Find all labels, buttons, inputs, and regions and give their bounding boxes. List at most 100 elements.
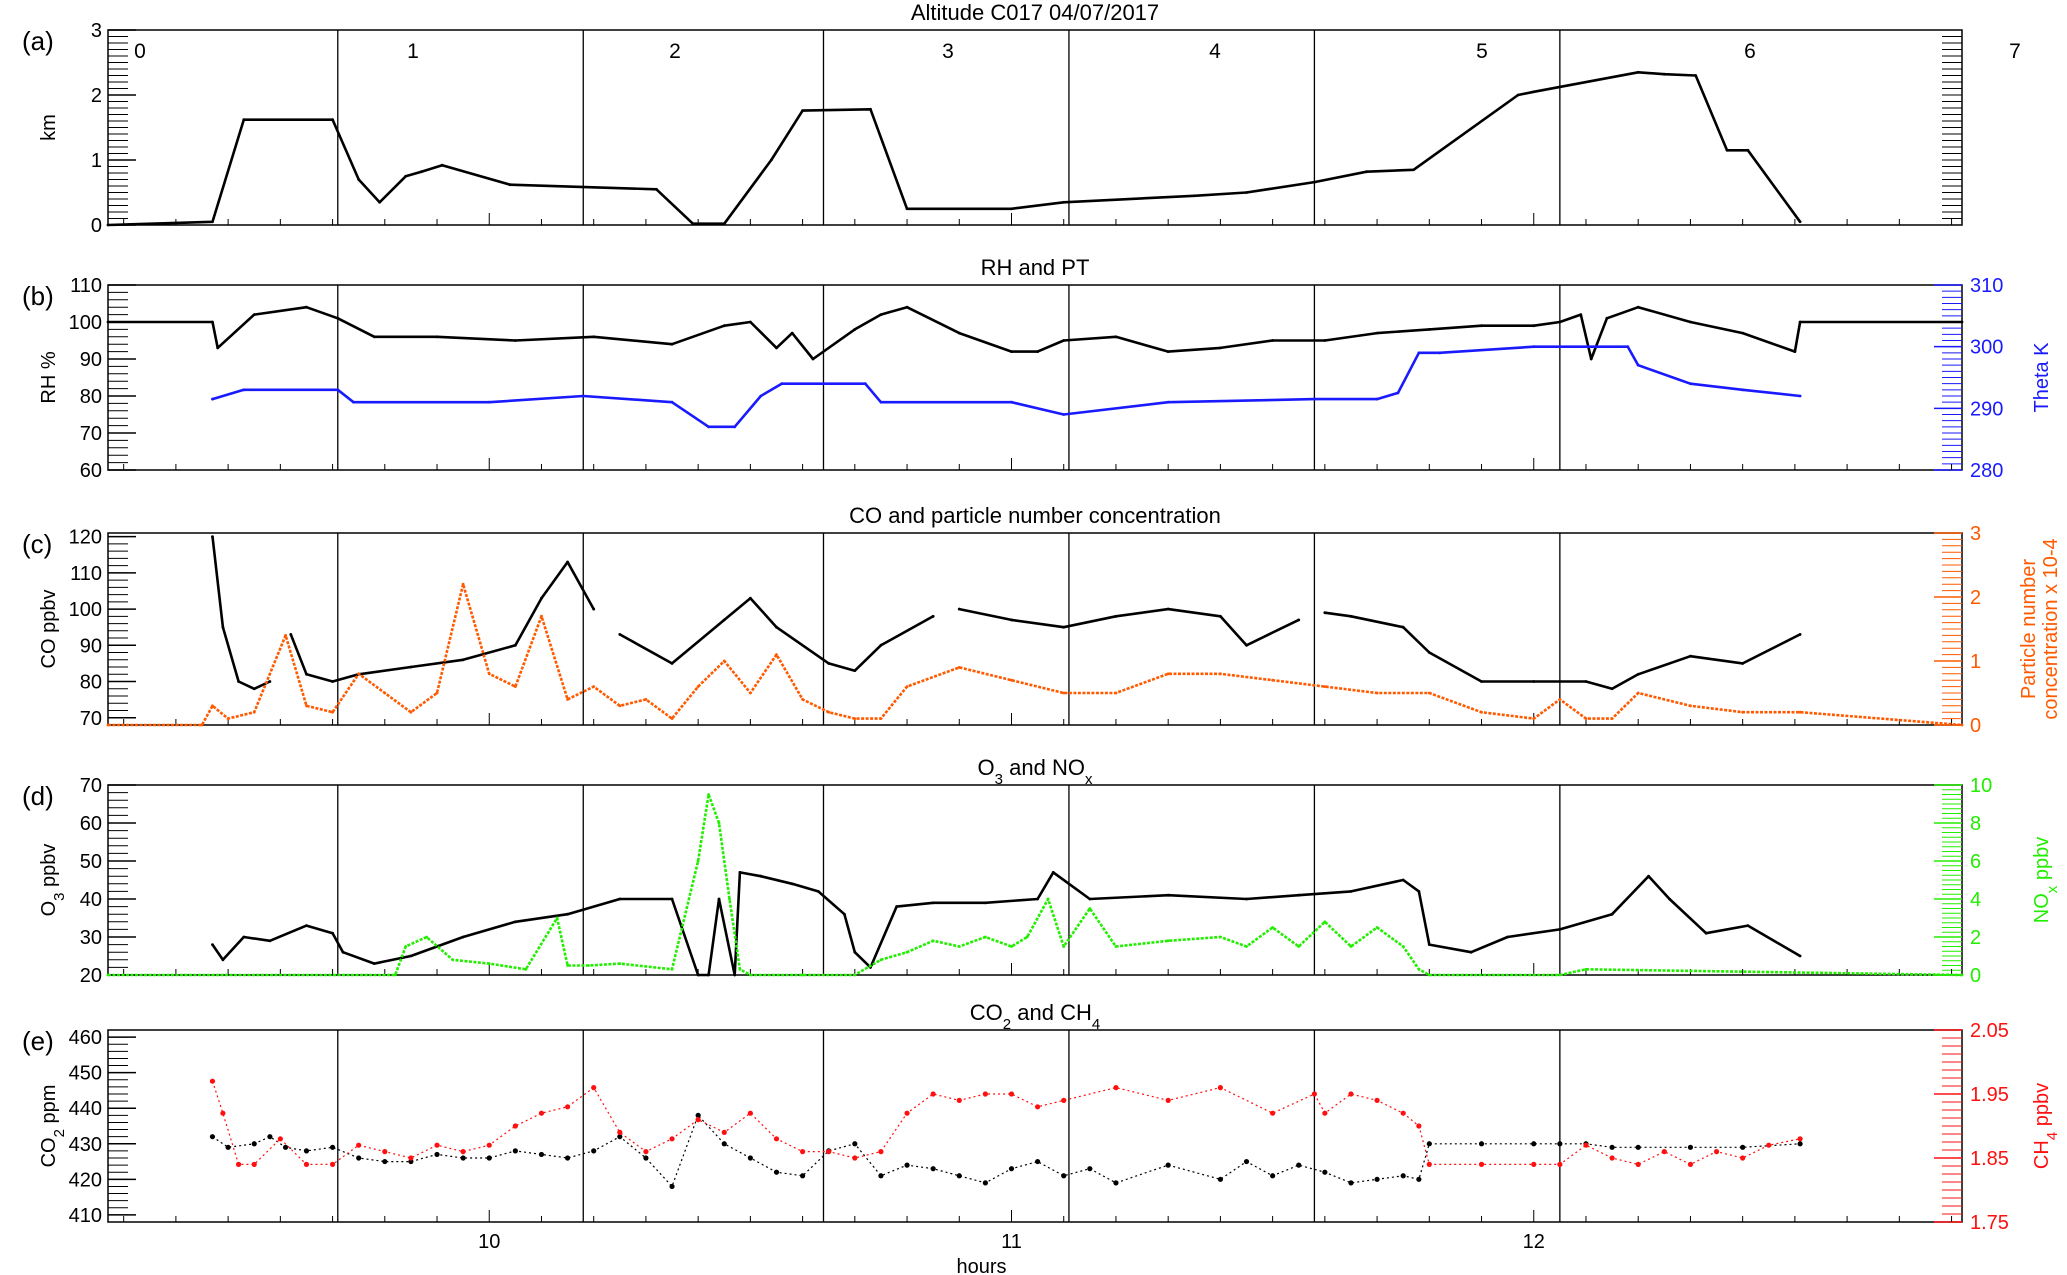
- segment-label: 4: [1209, 40, 1221, 63]
- data-point: [404, 174, 408, 178]
- data-point: [769, 158, 773, 162]
- data-point: [1584, 680, 1588, 683]
- data-point: [905, 685, 909, 688]
- y2-tick-label: 2: [1970, 587, 1981, 609]
- data-point: [1798, 710, 1802, 714]
- data-point: [853, 973, 857, 977]
- data-point: [329, 1144, 336, 1150]
- text-part: NO: [2031, 893, 2053, 923]
- data-point: [717, 897, 721, 901]
- data-point: [336, 316, 340, 320]
- y2-tick-label: 2: [1970, 927, 1981, 949]
- data-point: [1636, 363, 1640, 367]
- data-point: [1609, 1155, 1615, 1161]
- data-point: [1689, 704, 1692, 708]
- data-point: [303, 1148, 310, 1154]
- series-line: [211, 536, 1801, 691]
- data-point: [1323, 685, 1327, 688]
- y2-tick-label: 6: [1970, 851, 1981, 873]
- data-point: [555, 916, 559, 920]
- data-point: [200, 723, 204, 727]
- y2-tick-label: 300: [1970, 337, 2003, 359]
- data-point: [357, 178, 361, 181]
- data-point: [1636, 70, 1640, 74]
- data-point: [331, 680, 334, 683]
- segment-label: 2: [669, 40, 681, 63]
- data-point: [895, 905, 899, 908]
- data-point: [1412, 168, 1416, 172]
- data-point: [957, 666, 961, 669]
- data-point: [1297, 618, 1301, 622]
- data-point: [1798, 954, 1802, 958]
- data-point: [513, 685, 517, 688]
- y2-axis-label: Particle number: [2018, 559, 2040, 699]
- data-point: [1035, 1158, 1041, 1165]
- y2-tick-label: 1.75: [1970, 1212, 2009, 1234]
- data-point: [1798, 394, 1802, 398]
- data-point: [538, 1110, 545, 1116]
- y-axis-label: O3 ppbv: [38, 844, 68, 917]
- data-point: [1478, 1161, 1485, 1167]
- data-point: [487, 672, 491, 676]
- data-point: [618, 897, 622, 901]
- data-point: [331, 118, 334, 122]
- data-point: [1166, 400, 1170, 404]
- x-axis: 10 11 12 hours: [478, 1231, 1545, 1275]
- y-tick-label: 430: [69, 1134, 102, 1156]
- text-part: x: [2044, 885, 2061, 893]
- data-point: [1579, 313, 1583, 316]
- data-point: [1114, 691, 1118, 695]
- data-point: [1469, 950, 1473, 954]
- data-point: [1746, 148, 1750, 152]
- plot-frame: [107, 284, 1963, 471]
- y2-tick-label: 0: [1970, 715, 1981, 737]
- data-point: [863, 382, 867, 386]
- data-point: [957, 607, 961, 611]
- panel-label: (e): [22, 1026, 54, 1056]
- data-point: [728, 897, 731, 901]
- data-point: [1480, 680, 1483, 683]
- data-point: [1297, 893, 1301, 897]
- data-point: [982, 1091, 988, 1097]
- data-point: [852, 1155, 858, 1161]
- data-point: [691, 222, 695, 226]
- data-point: [983, 901, 987, 905]
- data-point: [1662, 72, 1666, 76]
- data-point: [382, 1158, 388, 1165]
- data-point: [1798, 633, 1802, 636]
- data-point: [209, 1134, 216, 1140]
- series-line: [107, 71, 1802, 227]
- data-point: [931, 614, 935, 618]
- data-point: [305, 704, 308, 708]
- data-point: [1061, 1173, 1067, 1179]
- data-point: [670, 897, 674, 901]
- data-point: [748, 973, 752, 977]
- data-point: [775, 346, 778, 350]
- data-point: [331, 931, 334, 935]
- y2-tick-label: 290: [1970, 398, 2003, 420]
- data-point: [1313, 397, 1316, 401]
- data-point: [352, 400, 355, 404]
- data-point: [106, 223, 110, 227]
- data-point: [957, 945, 961, 948]
- data-point: [1740, 1155, 1746, 1161]
- data-point: [1349, 614, 1353, 618]
- data-point: [618, 633, 622, 636]
- data-point: [853, 717, 857, 720]
- data-point: [566, 698, 569, 701]
- data-point: [1610, 912, 1614, 916]
- data-point: [869, 107, 872, 111]
- data-point: [905, 207, 909, 211]
- data-point: [1323, 920, 1327, 924]
- y-tick-label: 60: [80, 813, 102, 835]
- data-point: [1166, 939, 1170, 943]
- y-tick-label: 440: [69, 1098, 102, 1120]
- data-point: [1741, 388, 1745, 392]
- panel-b: RH and PT (b) 60 70 80 90 100 110 RH % 280 290 300 3…: [22, 255, 2053, 482]
- text-part: CO: [970, 1000, 1003, 1025]
- data-point: [1558, 698, 1562, 701]
- x-tick-label: 12: [1523, 1231, 1545, 1253]
- y2-axis-label: Theta K: [2031, 342, 2053, 413]
- series-line: [108, 793, 1963, 977]
- data-point: [378, 200, 381, 204]
